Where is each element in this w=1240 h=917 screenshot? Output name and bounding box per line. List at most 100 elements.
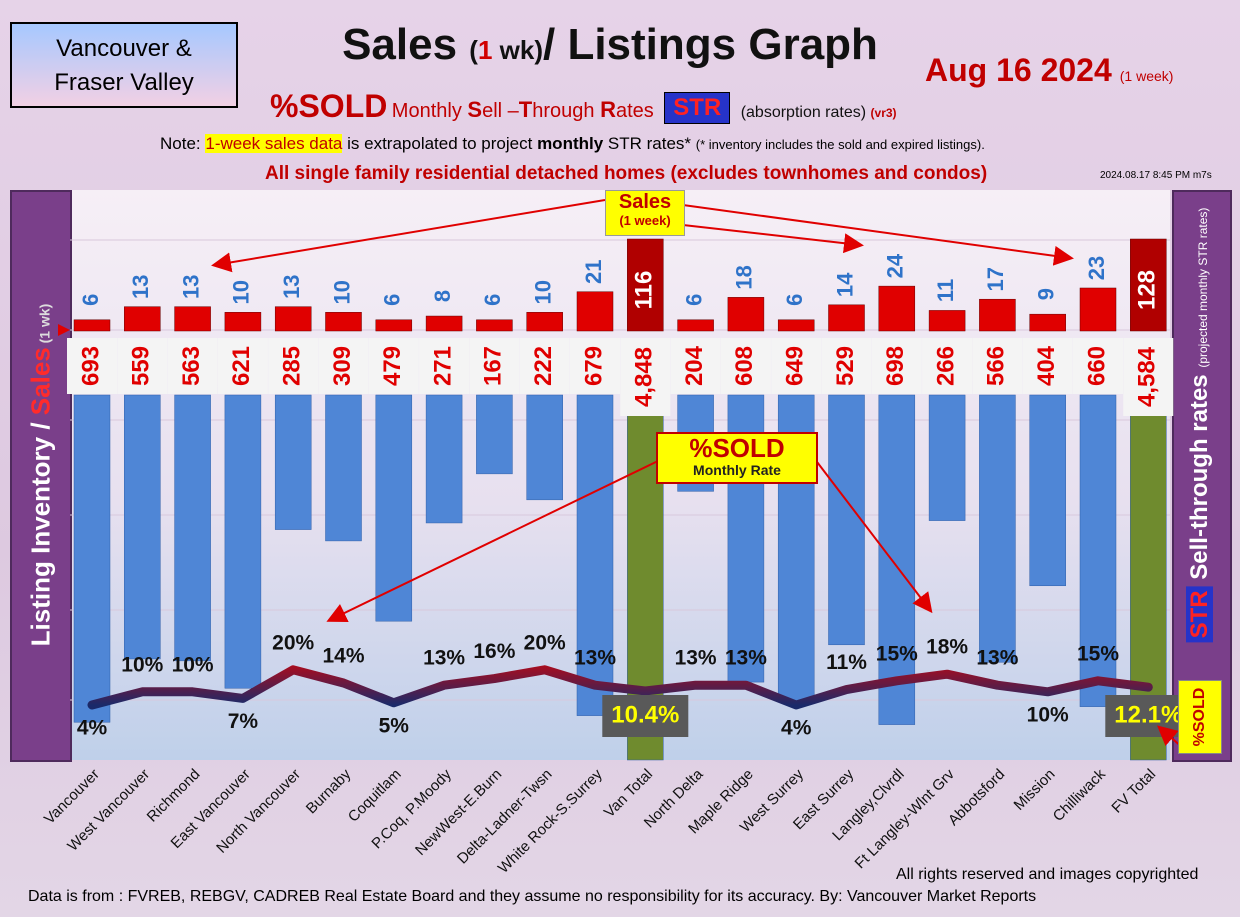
inventory-label: 4,848: [631, 347, 658, 407]
inventory-label-band: [670, 338, 721, 394]
sales-label: 6: [782, 294, 807, 306]
inventory-label-band: [519, 338, 570, 394]
str-series-line: [87, 665, 1153, 710]
inventory-bar: [828, 394, 865, 646]
sales-bar: [526, 312, 563, 332]
inventory-label-band: [821, 338, 872, 394]
note-line: Note: 1-week sales data is extrapolated …: [160, 134, 985, 153]
sales-bar: [174, 306, 211, 332]
str-rate-label: 4%: [77, 717, 108, 740]
subtitle-version: (vr3): [870, 106, 897, 120]
inventory-label: 693: [77, 346, 104, 386]
sales-label: 8: [430, 290, 455, 302]
title-one: 1: [477, 35, 493, 65]
sales-label: 9: [1034, 288, 1059, 300]
sales-bar: [1079, 287, 1117, 332]
inventory-label-band: [720, 338, 771, 394]
inventory-label-band: [368, 338, 419, 394]
inventory-bar: [224, 394, 262, 689]
sales-bar: [325, 312, 362, 332]
category-label: Chilliwack: [1050, 765, 1110, 825]
sales-bar: [1029, 313, 1066, 332]
sales-label: 10: [229, 280, 254, 304]
sold-side-label: %SOLD: [1178, 680, 1222, 754]
inventory-label: 621: [228, 346, 255, 386]
sales-label: 13: [279, 274, 304, 298]
sales-bar: [828, 304, 865, 332]
sales-bar: [224, 312, 262, 332]
str-rate-label: 13%: [675, 647, 717, 670]
inventory-label-band: [67, 338, 117, 394]
str-rate-label: 10.4%: [611, 701, 679, 728]
sales-bar: [375, 319, 413, 332]
subtitle-sold: %SOLD: [270, 88, 388, 124]
sales-bar: [777, 319, 815, 332]
timestamp: 2024.08.17 8:45 PM m7s: [1100, 170, 1212, 181]
str-rate-label: 5%: [379, 714, 410, 737]
inventory-label-band: [1123, 338, 1174, 416]
callout-arrow: [813, 457, 933, 614]
category-line: All single family residential detached h…: [265, 163, 988, 184]
sales-bar: [73, 319, 111, 332]
inventory-label: 566: [983, 346, 1010, 386]
sales-bar: [677, 319, 714, 332]
inventory-label-band: [217, 338, 268, 394]
sales-bar: [928, 310, 966, 332]
str-rate-label: 20%: [272, 631, 314, 654]
inventory-label-band: [972, 338, 1023, 394]
sales-label: 128: [1134, 270, 1161, 310]
inventory-label: 222: [530, 346, 557, 386]
inventory-label: 559: [128, 346, 155, 386]
inventory-label-band: [1022, 338, 1073, 394]
str-rate-label: 15%: [1077, 642, 1119, 665]
inventory-label: 660: [1083, 346, 1110, 386]
callout-arrow: [682, 224, 864, 254]
str-rate-label: 15%: [876, 642, 918, 665]
str-rate-label: 12.1%: [1114, 701, 1182, 728]
region-line-1: Vancouver &: [56, 35, 192, 62]
title-part-b: / Listings Graph: [543, 20, 878, 69]
str-rate-label: 10%: [172, 653, 214, 676]
inventory-label: 4,584: [1134, 346, 1161, 407]
left-axis-panel: [10, 190, 72, 762]
sales-bar: [476, 319, 513, 332]
str-badge: STR: [664, 92, 731, 124]
callout-arrow: [682, 204, 1074, 266]
str-rate-label: 10%: [121, 653, 163, 676]
date-value: Aug 16 2024: [925, 52, 1112, 88]
sales-label: 13: [178, 274, 203, 298]
str-rate-label: 18%: [926, 636, 968, 659]
inventory-bar: [325, 394, 362, 542]
str-rate-label: 11%: [826, 651, 867, 674]
inventory-label: 204: [681, 345, 708, 386]
note-highlight: 1-week sales data: [205, 134, 343, 153]
inventory-bar: [274, 394, 312, 530]
sales-label: 24: [883, 253, 908, 278]
sales-label: 13: [128, 274, 153, 298]
inventory-label: 479: [379, 346, 406, 386]
str-rate-label: 13%: [574, 647, 616, 670]
sales-bar: [1130, 238, 1167, 332]
inventory-bar: [375, 394, 413, 622]
inventory-bar: [476, 394, 513, 475]
sales-pointer-icon: [58, 324, 70, 336]
inventory-bar: [425, 394, 463, 524]
sales-label: 10: [329, 280, 354, 304]
inventory-label-band: [570, 338, 620, 394]
region-title-box: Vancouver & Fraser Valley: [10, 22, 238, 108]
inventory-label-band: [419, 338, 470, 394]
inventory-label-band: [1073, 338, 1123, 394]
inventory-bar: [928, 394, 966, 521]
sales-bar: [627, 238, 664, 332]
date-label: Aug 16 2024 (1 week): [925, 52, 1173, 89]
sales-label: 14: [832, 272, 857, 297]
date-note: (1 week): [1119, 68, 1174, 84]
inventory-label: 309: [329, 346, 356, 386]
inventory-label: 698: [882, 346, 909, 386]
category-label: FV Total: [1108, 766, 1159, 817]
sales-label: 11: [933, 279, 958, 302]
str-rate-label: 13%: [976, 647, 1018, 670]
inventory-bar: [1079, 394, 1117, 707]
inventory-bar: [526, 394, 563, 501]
inventory-bar: [1029, 394, 1066, 587]
